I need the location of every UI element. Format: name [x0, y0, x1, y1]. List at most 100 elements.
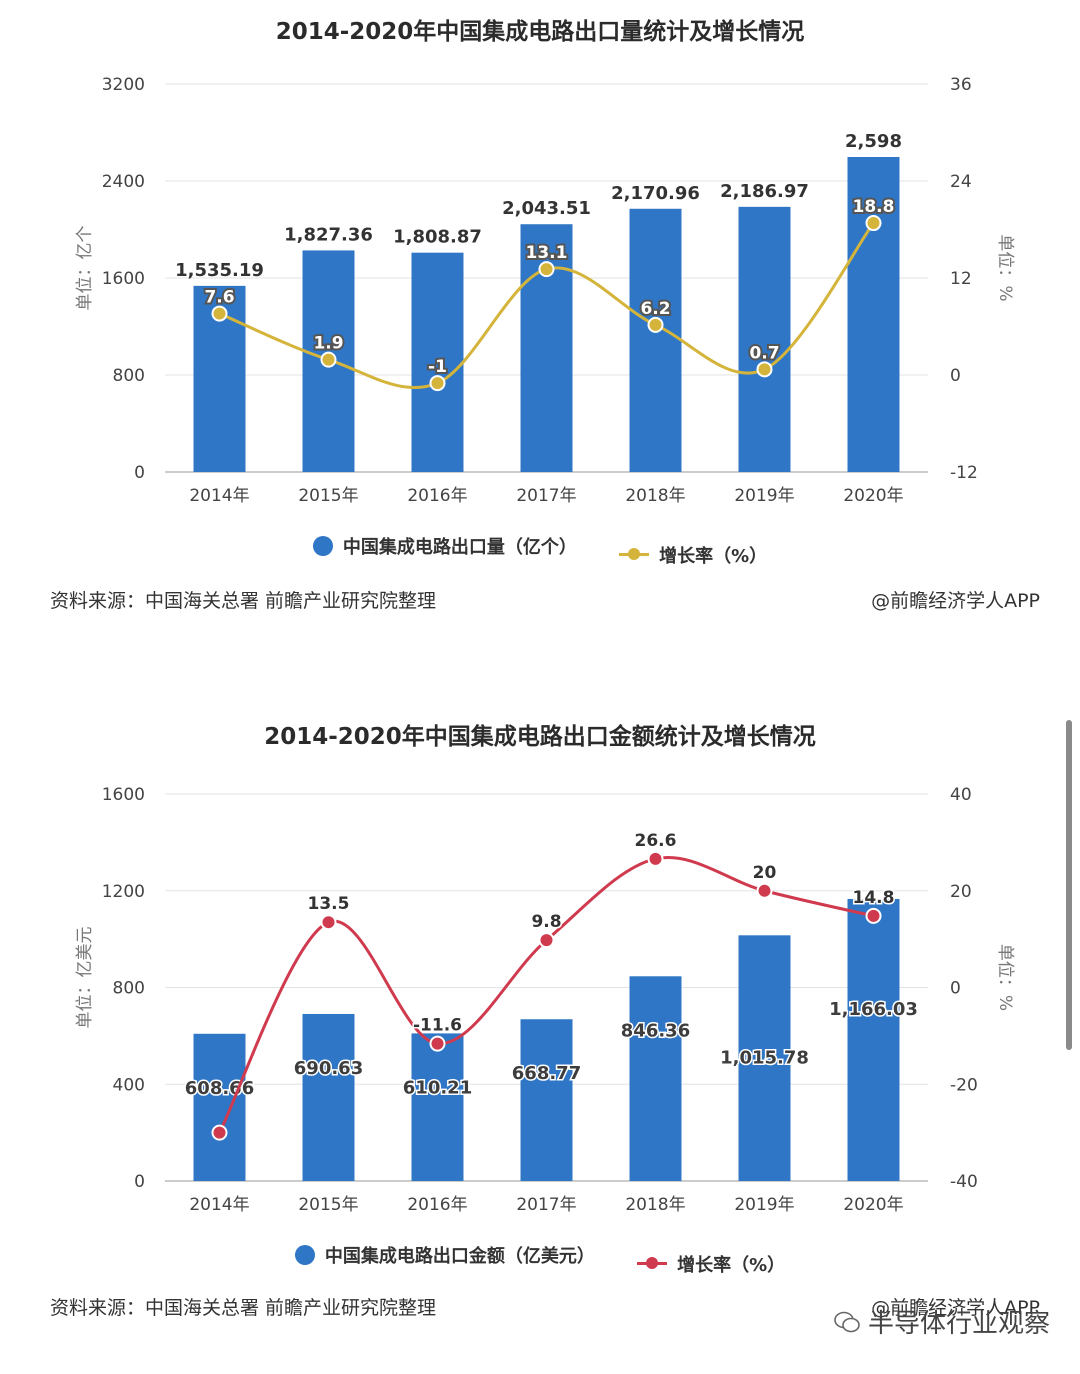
y-tick-left: 0 — [134, 1172, 145, 1192]
legend-item-line[interactable]: 增长率（%） — [619, 542, 767, 568]
growth-point — [756, 882, 773, 899]
legend-item-bar[interactable]: 中国集成电路出口量（亿个） — [312, 533, 577, 559]
bar-label: 608.66 — [185, 1078, 254, 1099]
bar-label: 690.63 — [294, 1058, 363, 1079]
growth-label: 7.6 — [204, 288, 234, 308]
legend-bar-swatch — [312, 536, 333, 556]
scrollbar[interactable] — [1066, 720, 1072, 1050]
x-tick: 2020年 — [843, 1195, 903, 1215]
bar-label: 2,186.97 — [720, 181, 809, 202]
bar-label: 1,015.78 — [720, 1047, 809, 1068]
legend-line-swatch — [637, 1257, 668, 1269]
y-tick-right: -12 — [950, 463, 978, 483]
legend-label: 增长率（%） — [677, 1254, 786, 1276]
account-watermark: 半导体行业观察 — [834, 1303, 1050, 1340]
bar — [411, 1033, 464, 1181]
y-tick-right: 0 — [950, 366, 961, 386]
y-tick-right: 24 — [950, 172, 972, 192]
chart-panel-volume: 2014-2020年中国集成电路出口量统计及增长情况 0 800 1600 2400 3… — [0, 0, 1080, 650]
bar-label: 1,808.87 — [393, 227, 482, 248]
y-tick-right: 0 — [950, 979, 961, 999]
x-tick: 2018年 — [625, 486, 685, 506]
y-tick-right: 36 — [950, 75, 972, 95]
growth-label: 13.5 — [308, 894, 350, 914]
growth-label: 18.8 — [853, 197, 895, 217]
data-source: 资料来源：中国海关总署 前瞻产业研究院整理 — [50, 1297, 437, 1319]
legend-item-line[interactable]: 增长率（%） — [637, 1251, 785, 1277]
y-tick-right: -40 — [950, 1172, 978, 1192]
y-axis-label-left: 单位：亿美元 — [75, 927, 95, 1029]
growth-point — [865, 215, 882, 232]
growth-label: -1 — [428, 357, 447, 377]
x-tick: 2020年 — [843, 486, 903, 506]
x-tick: 2016年 — [407, 1195, 467, 1215]
growth-label: 6.2 — [640, 299, 670, 319]
bar-label: 668.77 — [512, 1063, 581, 1084]
growth-label: 13.1 — [526, 243, 568, 263]
y-tick-left: 2400 — [102, 172, 145, 192]
y-tick-left: 1200 — [102, 882, 145, 902]
y-tick-left: 800 — [113, 366, 145, 386]
y-tick-right: 12 — [950, 269, 972, 289]
growth-label: 0.7 — [749, 343, 779, 363]
chart-canvas: 0 800 1600 2400 3200 -12 0 12 24 36 单位：亿个 单位：% 2014年… — [75, 75, 1015, 506]
x-tick: 2015年 — [298, 1195, 358, 1215]
growth-point — [211, 1124, 228, 1141]
legend-item-bar[interactable]: 中国集成电路出口金额（亿美元） — [294, 1242, 595, 1268]
growth-point — [429, 1035, 446, 1052]
y-tick-left: 1600 — [102, 269, 145, 289]
credit: @前瞻经济学人APP — [871, 1297, 1040, 1319]
legend-line-swatch — [619, 548, 650, 560]
x-tick: 2015年 — [298, 486, 358, 506]
x-tick: 2014年 — [189, 486, 249, 506]
y-tick-right: 40 — [950, 785, 972, 805]
watermark-text: 半导体行业观察 — [867, 1309, 1050, 1339]
x-tick: 2017年 — [516, 1195, 576, 1215]
data-source: 资料来源：中国海关总署 前瞻产业研究院整理 — [50, 590, 437, 612]
y-tick-right: -20 — [950, 1075, 978, 1095]
bar-label: 1,166.03 — [829, 999, 918, 1020]
chart-title: 2014-2020年中国集成电路出口量统计及增长情况 — [275, 19, 805, 45]
bar-label: 2,170.96 — [611, 183, 700, 204]
bar-label: 846.36 — [621, 1020, 690, 1041]
growth-point — [538, 932, 555, 949]
bar — [847, 898, 900, 1181]
bar — [629, 208, 682, 472]
growth-point — [320, 914, 337, 931]
growth-point — [647, 850, 664, 867]
y-tick-left: 0 — [134, 463, 145, 483]
chart-panel-value: 2014-2020年中国集成电路出口金额统计及增长情况 0 400 800 1200 1… — [0, 705, 1080, 1374]
legend-label: 增长率（%） — [659, 545, 768, 567]
growth-label: 26.6 — [635, 831, 677, 851]
y-axis-label-right: 单位：% — [995, 944, 1015, 1011]
bar-label: 2,598 — [845, 131, 902, 152]
y-tick-right: 20 — [950, 882, 972, 902]
bar — [302, 1013, 355, 1181]
bar — [847, 156, 900, 472]
growth-point — [756, 361, 773, 378]
x-tick: 2014年 — [189, 1195, 249, 1215]
y-axis-label-left: 单位：亿个 — [75, 226, 95, 311]
chart-legend: 中国集成电路出口金额（亿美元） 增长率（%） — [0, 1242, 1080, 1277]
bar — [629, 976, 682, 1181]
bar-label: 610.21 — [403, 1077, 472, 1098]
y-tick-left: 3200 — [102, 75, 145, 95]
legend-bar-swatch — [294, 1245, 315, 1265]
growth-point — [647, 316, 664, 333]
x-tick: 2019年 — [734, 486, 794, 506]
growth-label: 1.9 — [313, 334, 343, 354]
growth-point — [538, 261, 555, 278]
credit: @前瞻经济学人APP — [871, 590, 1040, 612]
growth-point — [429, 375, 446, 392]
x-tick: 2017年 — [516, 486, 576, 506]
bar — [193, 1033, 246, 1181]
x-tick: 2018年 — [625, 1195, 685, 1215]
growth-point — [211, 305, 228, 322]
growth-label: 20 — [753, 863, 777, 883]
bar — [520, 1019, 573, 1181]
growth-label: 14.8 — [853, 888, 895, 908]
growth-label: 9.8 — [531, 912, 561, 932]
x-tick: 2019年 — [734, 1195, 794, 1215]
growth-label: -11.6 — [413, 1016, 462, 1036]
